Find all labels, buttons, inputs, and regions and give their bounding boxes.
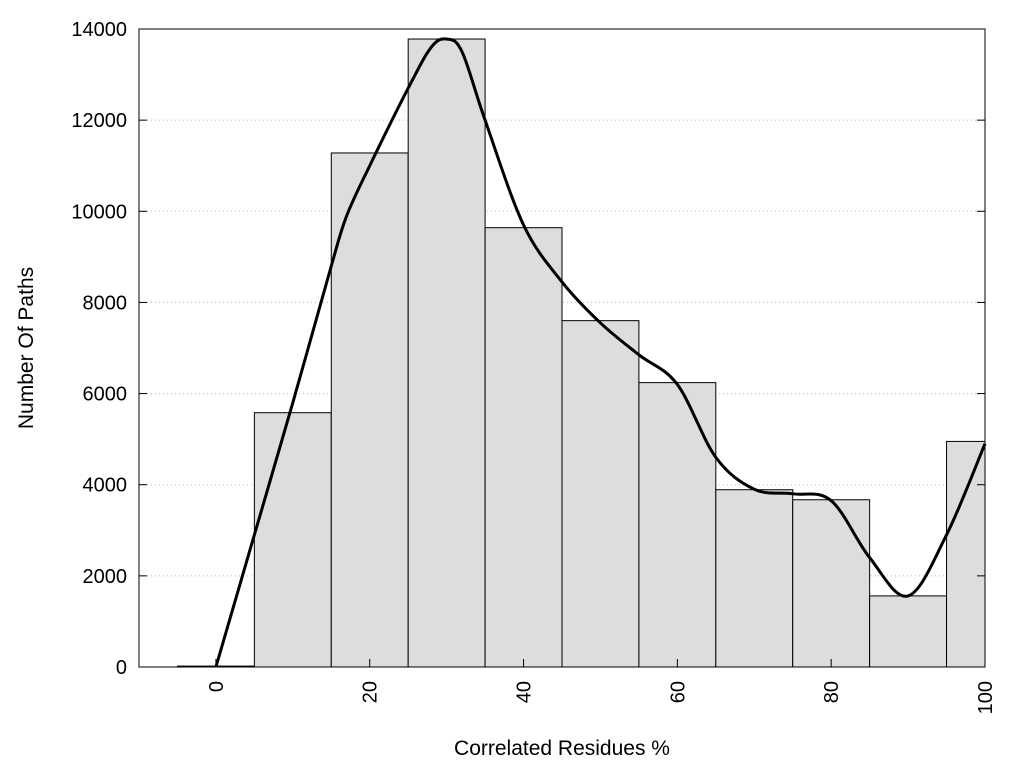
histogram-bar (407, 38, 486, 668)
x-axis-title: Correlated Residues % (454, 737, 670, 760)
x-tick-label: 40 (514, 681, 536, 703)
histogram-bar (792, 499, 871, 668)
histogram-bar (638, 382, 717, 668)
bars (176, 38, 986, 668)
histogram-bar (715, 489, 794, 668)
y-tick-label: 4000 (83, 475, 128, 497)
y-tick-label: 10000 (71, 201, 127, 223)
y-axis-ticks: 0 2000 4000 6000 8000 10000 12000 14000 (71, 19, 985, 679)
smooth-curve (214, 37, 987, 668)
histogram-bar (330, 152, 409, 668)
x-tick-label: 100 (975, 681, 997, 714)
x-tick-label: 20 (360, 681, 382, 703)
y-tick-label: 14000 (71, 19, 127, 41)
x-tick-label: 0 (206, 681, 228, 692)
plot-frame (138, 28, 986, 668)
y-tick-label: 6000 (83, 384, 128, 406)
smooth-curve-line (214, 37, 987, 668)
y-tick-label: 12000 (71, 110, 127, 132)
histogram-bar (869, 595, 948, 668)
y-tick-label: 8000 (83, 292, 128, 314)
x-axis-ticks: 0 20 40 60 80 100 (206, 659, 997, 714)
y-tick-label: 2000 (83, 566, 128, 588)
histogram-bar (561, 320, 640, 668)
y-axis-title: Number Of Paths (15, 267, 38, 429)
x-tick-label: 60 (667, 681, 689, 703)
histogram-bar (946, 440, 986, 668)
histogram-bar (253, 412, 332, 668)
y-tick-label: 0 (116, 657, 127, 679)
x-tick-label: 80 (821, 681, 843, 703)
histogram-bar (484, 227, 563, 668)
